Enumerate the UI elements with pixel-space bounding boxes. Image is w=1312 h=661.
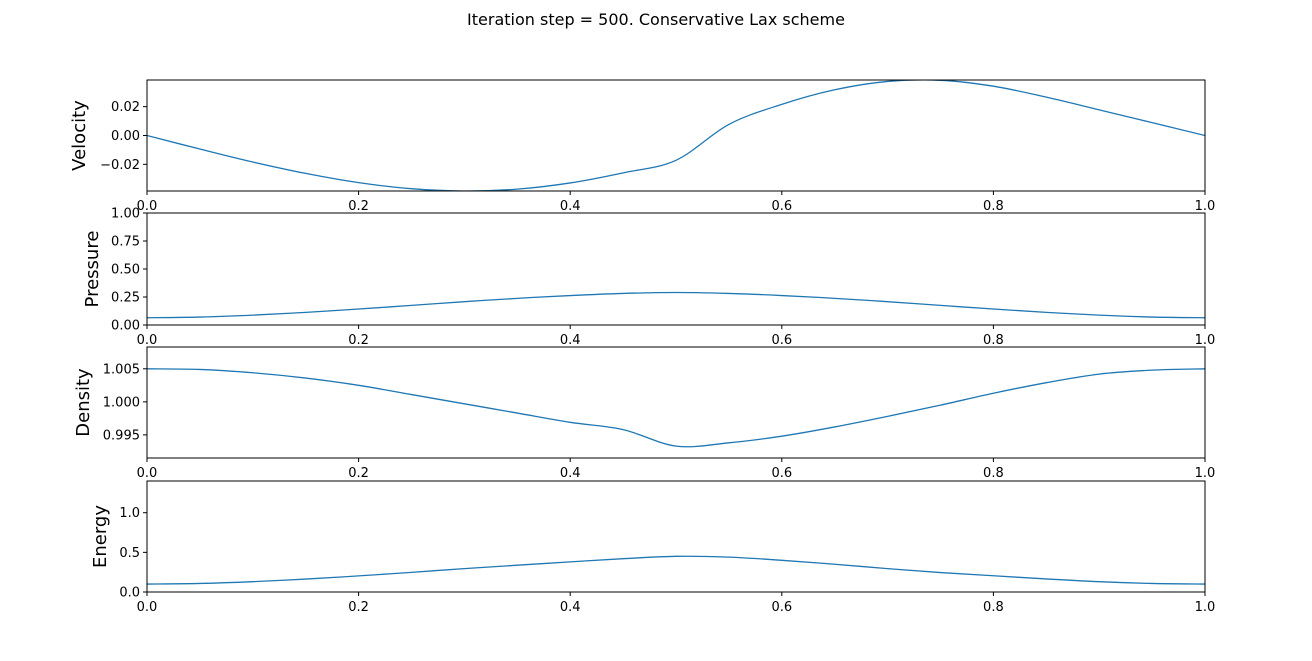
density-xtick-label: 0.2 (348, 466, 369, 481)
pressure-xtick-label: 0.0 (137, 333, 158, 348)
density-xtick-label: 0.0 (137, 466, 158, 481)
energy-ylabel: Energy (90, 505, 111, 568)
velocity-xtick-label: 0.2 (348, 199, 369, 214)
pressure-axes-frame (146, 212, 1206, 326)
pressure-ytick-label: 0.25 (111, 291, 140, 306)
pressure-ytick-label: 0.50 (111, 263, 140, 278)
pressure-xtick-label: 0.8 (983, 333, 1004, 348)
energy-ytick-label: 0.0 (119, 586, 140, 601)
density-xtick-label: 1.0 (1195, 466, 1216, 481)
pressure-xtick-label: 0.4 (560, 333, 581, 348)
density-ytick-label: 1.005 (103, 362, 140, 377)
velocity-series-line (147, 80, 1205, 191)
energy-xtick-label: 0.4 (560, 600, 581, 615)
energy-xtick-label: 0.8 (983, 600, 1004, 615)
velocity-xtick-label: 0.0 (137, 199, 158, 214)
density-xtick-label: 0.6 (771, 466, 792, 481)
velocity-xtick-label: 0.8 (983, 199, 1004, 214)
pressure-subplot: 0.0 0.2 0.4 0.6 0.8 1.0 0.00 0.25 0.50 0.75 1.00 Pr… (82, 207, 1215, 349)
pressure-ytick-label: 0.00 (111, 319, 140, 334)
density-ytick-label: 1.000 (103, 395, 140, 410)
energy-axes-frame (146, 480, 1206, 593)
energy-series-line (147, 555, 1205, 585)
velocity-xtick-label: 0.6 (771, 199, 792, 214)
pressure-ytick-label: 1.00 (111, 207, 140, 222)
pressure-ylabel: Pressure (82, 231, 103, 308)
energy-xtick-label: 0.6 (771, 600, 792, 615)
density-xtick-label: 0.4 (560, 466, 581, 481)
pressure-xtick-label: 0.6 (771, 333, 792, 348)
velocity-subplot: 0.0 0.2 0.4 0.6 0.8 1.0 0.02 0.00 −0.02 Velocity (69, 79, 1216, 214)
density-ytick-label: 0.995 (103, 428, 140, 443)
density-series-line (147, 368, 1205, 448)
velocity-ytick-label: −0.02 (100, 158, 140, 173)
energy-xtick-label: 0.0 (137, 600, 158, 615)
pressure-xtick-label: 0.2 (348, 333, 369, 348)
energy-xtick-label: 0.2 (348, 600, 369, 615)
density-xtick-label: 0.8 (983, 466, 1004, 481)
figure-title: Iteration step = 500. Conservative Lax s… (467, 10, 845, 29)
density-axes-frame (146, 346, 1206, 459)
pressure-series-line (147, 291, 1205, 319)
energy-xtick-label: 1.0 (1195, 600, 1216, 615)
energy-subplot: 0.0 0.2 0.4 0.6 0.8 1.0 0.0 0.5 1.0 Energy (90, 480, 1216, 615)
velocity-ytick-label: 0.00 (111, 129, 140, 144)
velocity-xtick-label: 1.0 (1195, 199, 1216, 214)
pressure-ytick-label: 0.75 (111, 235, 140, 250)
velocity-ytick-label: 0.02 (111, 100, 140, 115)
velocity-xtick-label: 0.4 (560, 199, 581, 214)
velocity-ylabel: Velocity (69, 100, 90, 171)
pressure-xtick-label: 1.0 (1195, 333, 1216, 348)
density-ylabel: Density (73, 368, 94, 437)
energy-ytick-label: 1.0 (119, 506, 140, 521)
energy-ytick-label: 0.5 (119, 546, 140, 561)
density-subplot: 0.0 0.2 0.4 0.6 0.8 1.0 1.005 1.000 0.995 Density (73, 346, 1216, 481)
